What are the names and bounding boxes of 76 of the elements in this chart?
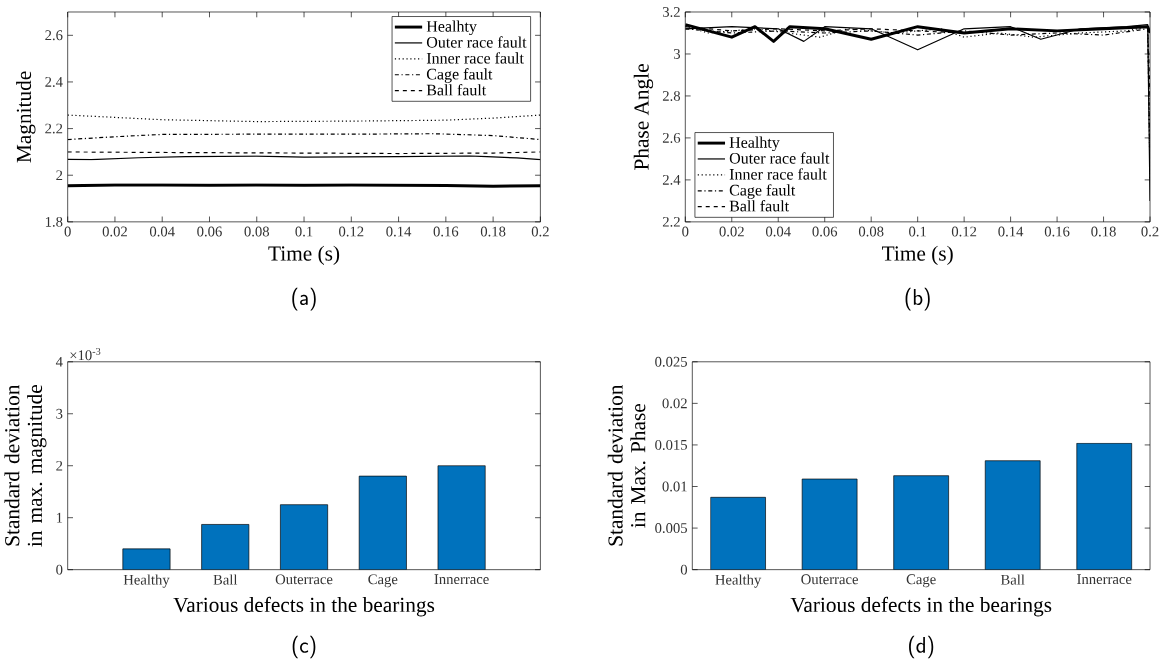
y-tick-label: 0.015 [655, 440, 688, 451]
x-tick-label: Outerrace [801, 574, 858, 585]
y-tick-label: 2.2 [662, 217, 680, 228]
y-tick-label: 0 [680, 564, 688, 575]
x-tick-label: 0.1 [909, 226, 926, 237]
text: (b) [905, 288, 930, 311]
x-tick-label: 0.02 [102, 226, 127, 237]
x-tick-label: Ball [213, 574, 238, 585]
y-tick-label: 2.6 [45, 30, 63, 41]
y-axis-title: Standard deviation in Max. Phase [607, 385, 646, 546]
x-tick-label: 0.14 [998, 226, 1024, 237]
y-tick-label: 0.025 [655, 357, 688, 367]
x-tick-label: 0.12 [339, 226, 364, 237]
y-tick-label: 0.02 [662, 398, 687, 409]
y-tick-label: 3 [673, 49, 681, 60]
x-tick-label: 0.06 [812, 226, 838, 237]
y-axis-title: Magnitude [16, 71, 36, 163]
x-axis-title: Time (s) [882, 245, 953, 266]
x-tick-label: Cage [368, 574, 398, 588]
y-tick-label: 0.005 [655, 523, 688, 534]
x-tick-label: 0.04 [149, 226, 175, 237]
x-tick-label: 0.16 [433, 226, 459, 237]
x-tick-label: 0.16 [1044, 226, 1070, 237]
y-axis-title: Phase Angle [633, 64, 654, 171]
x-tick-label: Healthy [715, 574, 762, 588]
y-axis-title: Standard deviation in max. magnitude [4, 385, 47, 547]
y-tick-label: 2 [56, 461, 63, 471]
x-tick-label: 0.08 [244, 226, 270, 237]
legend-label: Inner race fault [729, 168, 827, 180]
x-tick-label: Innerrace [434, 574, 489, 585]
legend-label: Healhty [426, 20, 477, 36]
legend-label: Cage fault [729, 184, 796, 200]
y-tick-label: 0.01 [662, 481, 687, 492]
y-tick-label: 1 [56, 513, 63, 523]
y-tick-label: 2.2 [45, 123, 63, 134]
legend-label: Outer race fault [426, 36, 527, 48]
legend-label: Ball fault [426, 84, 487, 96]
x-axis-title: Time (s) [268, 245, 340, 266]
y-tick-label: 2.4 [662, 175, 681, 186]
x-tick-label: 0.12 [951, 226, 977, 237]
x-tick-label: Ball [1000, 574, 1025, 585]
text: (d) [909, 635, 934, 659]
x-tick-label: 0.18 [1091, 226, 1116, 237]
y-tick-label: 2.4 [45, 77, 63, 88]
x-tick-label: 0.08 [858, 226, 884, 237]
y-tick-label: 3.2 [662, 7, 680, 18]
x-tick-label: 0.18 [480, 226, 506, 237]
text: (a) [292, 288, 316, 311]
y-tick-label: 2.6 [662, 133, 681, 144]
legend-label: Outer race fault [729, 152, 830, 164]
x-tick-label: Cage [906, 574, 936, 588]
y-tick-label: 3 [56, 409, 63, 419]
y-tick-label: 2 [56, 170, 63, 181]
x-tick-label: Outerrace [275, 574, 333, 585]
x-tick-label: Innerrace [1077, 574, 1132, 585]
y-tick-label: 2.8 [662, 91, 681, 102]
x-tick-label: 0.2 [1141, 226, 1159, 237]
legend-label: Cage fault [426, 68, 493, 84]
y-tick-label: 4 [55, 357, 63, 367]
legend-label: Inner race fault [426, 52, 524, 64]
x-tick-label: 0 [64, 226, 71, 237]
x-tick-label: Healthy [123, 574, 170, 588]
x-tick-label: 0.14 [386, 226, 412, 237]
text: ×10$^{-3}$ [70, 348, 101, 361]
x-tick-label: 0.04 [765, 226, 791, 237]
x-tick-label: 0.1 [295, 226, 313, 237]
x-tick-label: 0.2 [531, 226, 549, 237]
legend-label: Healhty [729, 136, 780, 152]
x-axis-title: Various defects in the bearings [790, 597, 1052, 617]
x-tick-label: 0.02 [719, 226, 744, 237]
text: (c) [292, 635, 316, 659]
y-tick-label: 1.8 [45, 217, 63, 228]
y-tick-label: 0 [56, 564, 63, 575]
x-axis-title: Various defects in the bearings [173, 597, 435, 617]
legend-label: Ball fault [729, 200, 790, 212]
x-tick-label: 0.06 [197, 226, 222, 237]
